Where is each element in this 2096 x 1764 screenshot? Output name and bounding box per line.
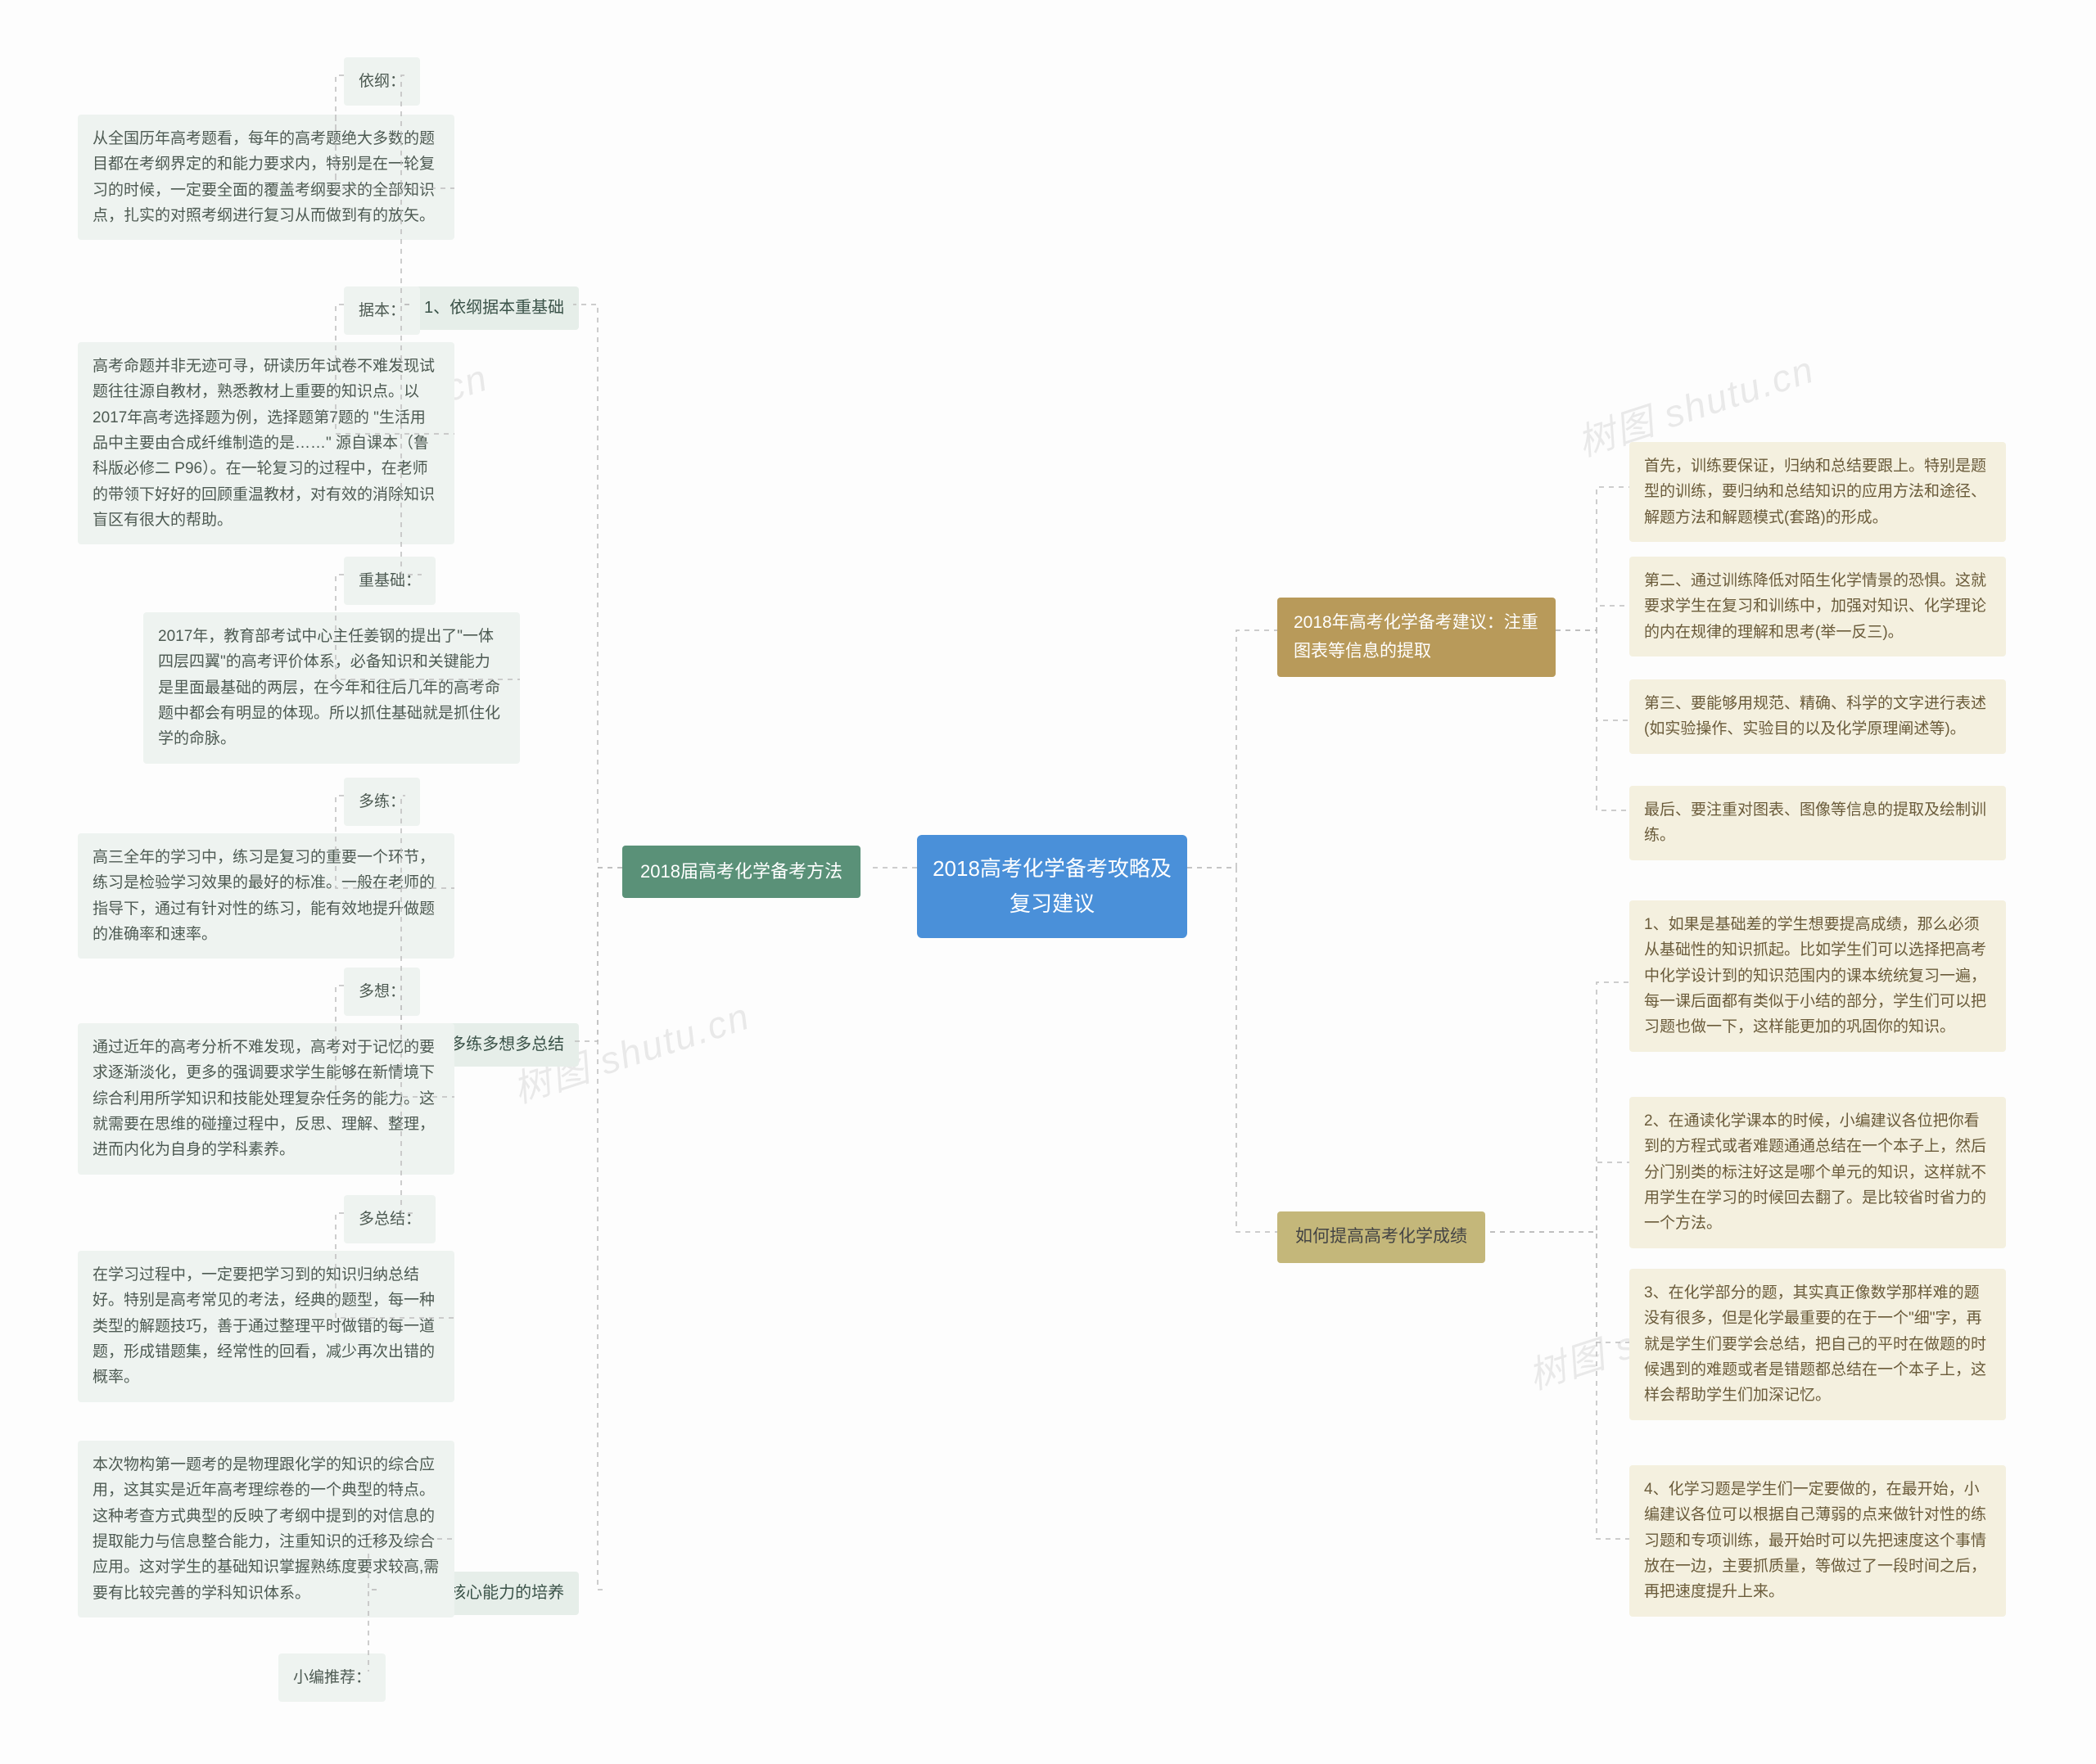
leaf-1c-text: 2017年，教育部考试中心主任姜钢的提出了"一体四层四翼"的高考评价体系，必备知… — [143, 612, 520, 764]
leaf-2a-label: 多练： — [344, 778, 420, 826]
leaf-1b-text: 高考命题并非无迹可寻，研读历年试卷不难发现试题往往源自教材，熟悉教材上重要的知识… — [78, 342, 454, 544]
leaf-1a-label: 依纲： — [344, 57, 420, 106]
leaf-3b-label: 小编推荐： — [278, 1653, 386, 1702]
leaf-r1d: 最后、要注重对图表、图像等信息的提取及绘制训练。 — [1629, 786, 2006, 860]
leaf-r1b: 第二、通过训练降低对陌生化学情景的恐惧。这就要求学生在复习和训练中，加强对知识、… — [1629, 557, 2006, 656]
leaf-2c-label: 多总结： — [344, 1195, 436, 1243]
root-node: 2018高考化学备考攻略及复习建议 — [917, 835, 1187, 938]
leaf-r2b: 2、在通读化学课本的时候，小编建议各位把你看到的方程式或者难题通通总结在一个本子… — [1629, 1097, 2006, 1248]
leaf-1a-text: 从全国历年高考题看，每年的高考题绝大多数的题目都在考纲界定的和能力要求内，特别是… — [78, 115, 454, 240]
leaf-r2a: 1、如果是基础差的学生想要提高成绩，那么必须从基础性的知识抓起。比如学生们可以选… — [1629, 900, 2006, 1052]
leaf-1c-label: 重基础： — [344, 557, 436, 605]
sub-1: 1、依纲据本重基础 — [409, 286, 579, 330]
leaf-3a-text: 本次物构第一题考的是物理跟化学的知识的综合应用，这其实是近年高考理综卷的一个典型… — [78, 1441, 454, 1617]
leaf-r1c: 第三、要能够用规范、精确、科学的文字进行表述(如实验操作、实验目的以及化学原理阐… — [1629, 679, 2006, 754]
right1-major: 2018年高考化学备考建议：注重图表等信息的提取 — [1277, 598, 1556, 677]
right2-major: 如何提高高考化学成绩 — [1277, 1211, 1485, 1263]
leaf-2b-text: 通过近年的高考分析不难发现，高考对于记忆的要求逐渐淡化，更多的强调要求学生能够在… — [78, 1023, 454, 1175]
left-major: 2018届高考化学备考方法 — [622, 846, 861, 898]
leaf-2b-label: 多想： — [344, 968, 420, 1016]
leaf-r2d: 4、化学习题是学生们一定要做的，在最开始，小编建议各位可以根据自己薄弱的点来做针… — [1629, 1465, 2006, 1617]
leaf-r2c: 3、在化学部分的题，其实真正像数学那样难的题没有很多，但是化学最重要的在于一个"… — [1629, 1269, 2006, 1420]
leaf-2c-text: 在学习过程中，一定要把学习到的知识归纳总结好。特别是高考常见的考法，经典的题型，… — [78, 1251, 454, 1402]
leaf-r1a: 首先，训练要保证，归纳和总结要跟上。特别是题型的训练，要归纳和总结知识的应用方法… — [1629, 442, 2006, 542]
leaf-1b-label: 据本： — [344, 286, 420, 335]
leaf-2a-text: 高三全年的学习中，练习是复习的重要一个环节，练习是检验学习效果的最好的标准。一般… — [78, 833, 454, 959]
